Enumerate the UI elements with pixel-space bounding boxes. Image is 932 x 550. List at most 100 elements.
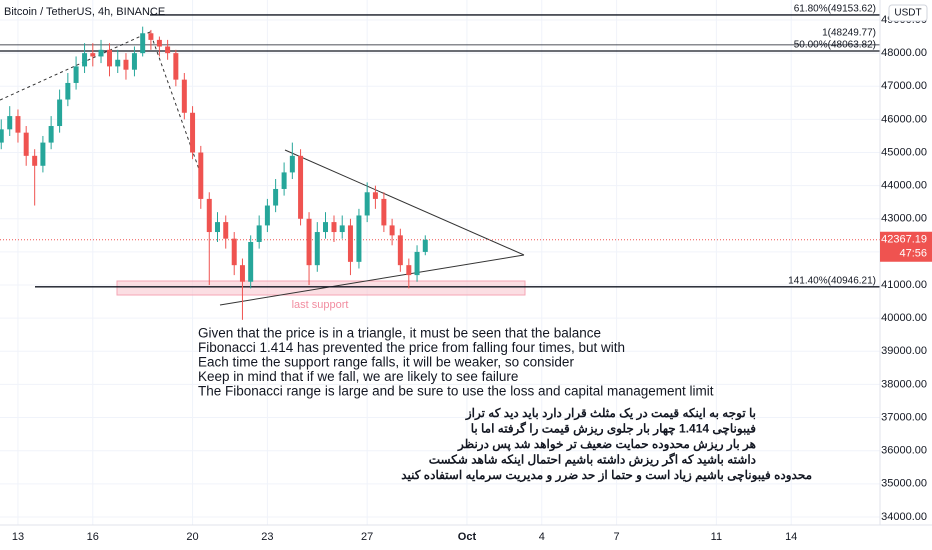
x-tick-label: 27 [361,531,373,543]
candle-body [23,132,29,156]
candle-body [356,215,362,262]
countdown: 47:56 [899,248,927,260]
candle-body [339,225,345,233]
candle-body [198,152,204,199]
x-tick-label: 11 [711,531,722,543]
y-tick-label: 46000.00 [881,113,927,125]
candle-body [248,241,254,282]
candle-body [0,129,4,143]
note-en: The Fibonacci range is large and be sure… [198,384,714,399]
note-en: Fibonacci 1.414 has prevented the price … [198,340,625,355]
axis: 34000.00 35000.00 36000.00 37000.00 38000.00… [12,14,927,543]
candle-body [256,225,262,242]
x-tick-label: 13 [12,531,24,543]
candle-body [298,155,304,219]
candle-body [281,172,287,189]
candle-body [314,232,320,266]
candle-body [381,198,387,226]
candle-body [148,33,154,40]
note-fa: با توجه به اینکه قیمت در یک مثلث قرار دا… [465,406,756,421]
levels: 61.80%(49153.62) 1(48249.77)50.00%(48063.… [0,4,880,288]
y-tick-label: 40000.00 [881,312,927,324]
y-tick-label: 36000.00 [881,445,927,457]
candle-body [306,218,312,266]
y-tick-label: 38000.00 [881,378,927,390]
candle-body [73,66,79,83]
x-tick-label: 16 [87,531,99,543]
last-price-tag [880,231,932,262]
candle-body [123,59,129,70]
x-tick-label: Oct [458,531,477,543]
chart-title: Bitcoin / TetherUS, 4h, BINANCE [4,6,165,18]
y-tick-label: 34000.00 [881,511,927,523]
candle-body [7,116,13,130]
candle-body [422,239,428,252]
candle-body [406,265,412,276]
candle-body [364,192,370,216]
note-fa: داشته باشید که اگر ریزش داشته باشیم احتم… [429,452,756,468]
candle-body [57,99,63,127]
candle-body [156,39,162,47]
candle-body [48,126,54,143]
x-tick-label: 14 [785,531,797,543]
note-en: Keep in mind that if we fall, we are lik… [198,369,518,384]
candle-body [82,53,88,67]
y-tick-label: 47000.00 [881,80,927,92]
candle-body [347,225,353,262]
candle-body [323,222,329,233]
candle-body [190,112,196,153]
level-label: 141.40%(40946.21) [788,275,876,286]
level-label: 50.00%(48063.82) [794,40,876,51]
price-axis [880,0,932,550]
candle-body [140,33,146,54]
x-tick-label: 23 [261,531,273,543]
candle-body [239,265,245,282]
triangle-lower [219,254,525,306]
y-tick-label: 37000.00 [881,411,927,423]
candle-body [131,53,137,70]
candle-body [115,59,121,67]
candle-body [215,222,220,233]
y-tick-label: 41000.00 [881,279,927,291]
candle-body [331,222,337,233]
y-tick-label: 48000.00 [881,47,927,59]
note-fa: هر بار ریزش محدوده حمایت ضعیف تر خواهد ش… [457,437,756,452]
candle-body [264,205,270,226]
x-tick-label: 20 [186,531,198,543]
candle-body [98,49,104,57]
y-tick-label: 44000.00 [881,180,927,192]
support-label: last support [292,299,349,311]
currency: USDT [894,8,921,19]
y-tick-label: 45000.00 [881,146,927,158]
candle-body [223,222,229,239]
note-fa: محدوده فیبوناچی باشیم زیاد است و حتما از… [401,468,812,483]
x-tick-label: 7 [614,531,620,543]
candle-body [65,82,71,100]
note-fa: فیبوناچی 1.414 چهار بار جلوی ریزش قیمت ر… [471,421,757,437]
note-en: Given that the price is in a triangle, i… [198,326,601,341]
candle-body [231,238,237,266]
candle-body [273,188,279,206]
y-tick-label: 35000.00 [881,478,927,490]
candle-body [397,235,403,266]
candle-body [389,225,395,236]
note-en: Each time the support range falls, it wi… [198,355,574,370]
level-label: 61.80%(49153.62) [794,4,876,15]
candle-body [289,155,295,173]
y-tick-label: 39000.00 [881,345,927,357]
y-tick-label: 43000.00 [881,213,927,225]
candle-body [181,79,187,113]
candle-body [40,142,46,166]
candle-body [32,155,38,166]
candle-body [173,53,179,80]
candle-body [165,46,171,54]
candle-body [90,53,96,57]
notes: Given that the price is in a triangle, i… [198,326,812,484]
candle-body [206,198,212,233]
candle-body [372,192,378,199]
trend-line [0,31,201,173]
currency-box[interactable] [888,4,928,22]
candle-body [107,49,112,67]
